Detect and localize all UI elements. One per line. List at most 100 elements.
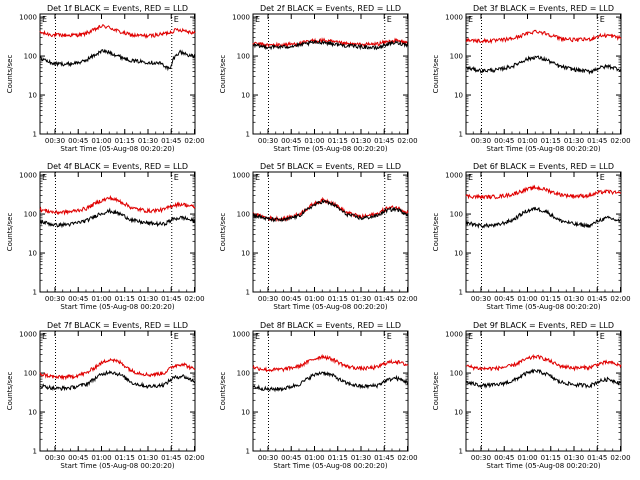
y-tick-label: 1: [459, 448, 463, 456]
lld-series-line: [465, 29, 622, 45]
y-axis-label: Counts/sec: [432, 55, 440, 94]
e-marker: E: [387, 15, 392, 24]
y-tick-label: 1: [33, 448, 37, 456]
lld-series-line: [39, 194, 196, 216]
e-marker: E: [468, 15, 473, 24]
plot-frame: [39, 13, 196, 135]
x-tick-label: 01:15: [115, 454, 135, 462]
y-tick-label: 10: [28, 250, 37, 258]
y-axis-label: Counts/sec: [219, 213, 227, 252]
x-tick-label: 00:45: [494, 137, 514, 145]
x-tick-label: 01:30: [138, 295, 158, 303]
x-tick-label: 01:30: [351, 454, 371, 462]
x-tick-label: 01:45: [374, 454, 394, 462]
y-tick-label: 1000: [232, 331, 250, 339]
panel-title: Det 7f BLACK = Events, RED = LLD: [47, 321, 188, 330]
x-tick-label: 02:00: [397, 454, 417, 462]
e-marker: E: [600, 173, 605, 182]
x-tick-label: 01:00: [91, 295, 111, 303]
x-axis-label: Start Time (05-Aug-08 00:20:20): [273, 303, 387, 311]
x-tick-label: 02:00: [184, 454, 204, 462]
y-tick-label: 1000: [232, 172, 250, 180]
x-tick-label: 01:45: [587, 295, 607, 303]
y-axis-label: Counts/sec: [219, 372, 227, 411]
plot-frame: [39, 330, 196, 452]
e-marker: E: [255, 332, 260, 341]
y-tick-label: 1000: [19, 14, 37, 22]
events-series-line: [252, 38, 409, 51]
y-axis-label: Counts/sec: [432, 213, 440, 252]
panel-det-9: Det 9f BLACK = Events, RED = LLD 1 10 100 10…: [432, 321, 631, 470]
lld-series-line: [39, 24, 196, 40]
events-series-line: [465, 206, 622, 229]
plot-frame: [465, 330, 622, 452]
x-axis-label: Start Time (05-Aug-08 00:20:20): [486, 462, 600, 470]
e-marker: E: [255, 173, 260, 182]
y-tick-label: 1000: [445, 172, 463, 180]
x-tick-label: 00:45: [68, 454, 88, 462]
x-tick-label: 01:00: [304, 137, 324, 145]
x-tick-label: 01:30: [138, 454, 158, 462]
panel-det-4: Det 4f BLACK = Events, RED = LLD 1 10 100 10…: [6, 162, 205, 311]
panel-title: Det 8f BLACK = Events, RED = LLD: [260, 321, 401, 330]
y-tick-label: 1000: [445, 14, 463, 22]
x-tick-label: 01:45: [587, 454, 607, 462]
x-tick-label: 00:45: [68, 137, 88, 145]
x-tick-label: 02:00: [184, 295, 204, 303]
x-axis-label: Start Time (05-Aug-08 00:20:20): [60, 462, 174, 470]
y-tick-label: 1: [246, 289, 250, 297]
e-marker: E: [468, 173, 473, 182]
x-tick-label: 01:45: [587, 137, 607, 145]
x-tick-label: 01:00: [304, 454, 324, 462]
x-axis-label: Start Time (05-Aug-08 00:20:20): [486, 303, 600, 311]
panel-det-3: Det 3f BLACK = Events, RED = LLD 1 10 100 10…: [432, 4, 631, 153]
y-tick-label: 1: [459, 289, 463, 297]
e-marker: E: [42, 15, 47, 24]
x-tick-label: 02:00: [610, 295, 630, 303]
x-tick-label: 01:15: [541, 454, 561, 462]
x-tick-label: 01:45: [374, 295, 394, 303]
y-tick-label: 1000: [19, 331, 37, 339]
panel-title: Det 1f BLACK = Events, RED = LLD: [47, 4, 188, 13]
e-marker: E: [600, 332, 605, 341]
x-axis-label: Start Time (05-Aug-08 00:20:20): [486, 145, 600, 153]
panel-det-8: Det 8f BLACK = Events, RED = LLD 1 10 100 10…: [219, 321, 418, 470]
plot-frame: [252, 330, 409, 452]
x-axis-label: Start Time (05-Aug-08 00:20:20): [273, 462, 387, 470]
y-axis-label: Counts/sec: [219, 55, 227, 94]
y-tick-label: 10: [241, 92, 250, 100]
y-tick-label: 1: [246, 448, 250, 456]
x-tick-label: 02:00: [610, 454, 630, 462]
x-tick-label: 01:30: [351, 137, 371, 145]
x-tick-label: 02:00: [397, 295, 417, 303]
e-marker: E: [387, 173, 392, 182]
y-axis-label: Counts/sec: [6, 372, 14, 411]
y-tick-label: 100: [24, 53, 37, 61]
y-tick-label: 1: [459, 131, 463, 139]
x-tick-label: 00:30: [471, 295, 491, 303]
x-tick-label: 01:15: [115, 295, 135, 303]
x-tick-label: 00:45: [494, 454, 514, 462]
x-tick-label: 02:00: [610, 137, 630, 145]
x-tick-label: 01:00: [91, 454, 111, 462]
e-marker: E: [255, 15, 260, 24]
y-tick-label: 10: [28, 92, 37, 100]
lld-series-line: [39, 357, 196, 381]
x-axis-label: Start Time (05-Aug-08 00:20:20): [60, 303, 174, 311]
y-tick-label: 100: [24, 211, 37, 219]
y-tick-label: 10: [454, 250, 463, 258]
panel-det-5: Det 5f BLACK = Events, RED = LLD 1 10 100 10…: [219, 162, 418, 311]
x-tick-label: 01:00: [91, 137, 111, 145]
x-tick-label: 00:30: [45, 454, 65, 462]
e-marker: E: [174, 332, 179, 341]
x-tick-label: 01:15: [541, 137, 561, 145]
panel-title: Det 9f BLACK = Events, RED = LLD: [473, 321, 614, 330]
x-tick-label: 01:15: [328, 454, 348, 462]
panel-title: Det 3f BLACK = Events, RED = LLD: [473, 4, 614, 13]
events-series-line: [252, 199, 409, 223]
x-tick-label: 01:45: [161, 295, 181, 303]
plot-frame: [39, 171, 196, 293]
y-tick-label: 1: [246, 131, 250, 139]
x-axis-label: Start Time (05-Aug-08 00:20:20): [60, 145, 174, 153]
x-tick-label: 01:15: [328, 137, 348, 145]
